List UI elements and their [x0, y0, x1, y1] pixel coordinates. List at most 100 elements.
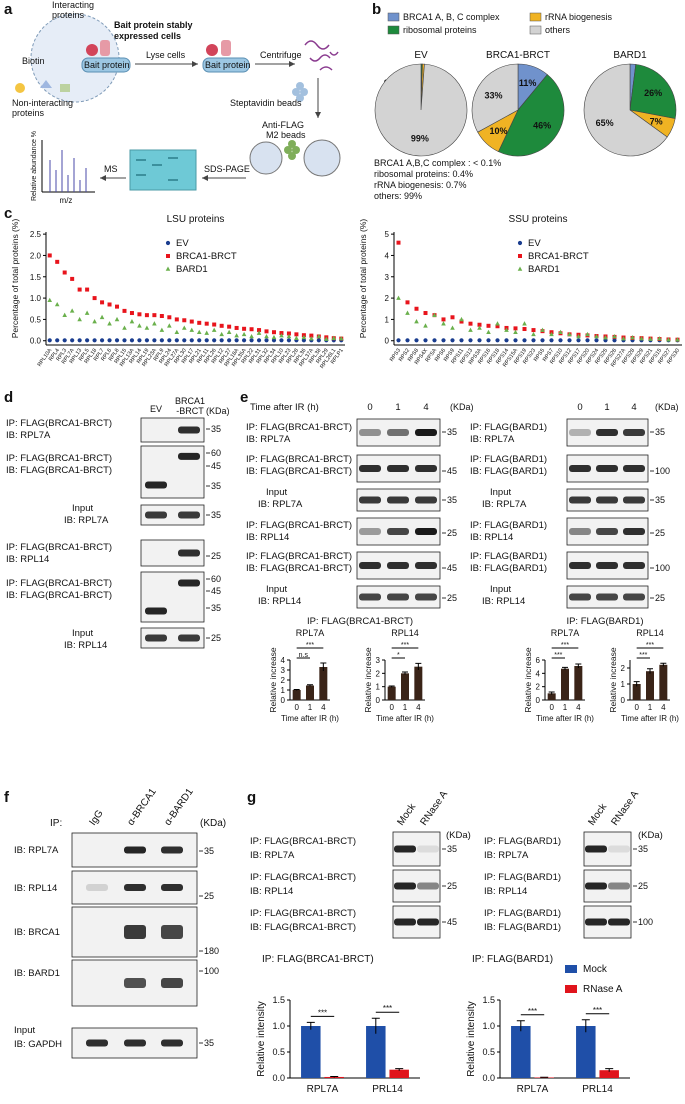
non-interactor — [40, 80, 52, 88]
band — [569, 429, 591, 436]
point — [486, 329, 491, 335]
bar — [574, 666, 583, 700]
point — [264, 338, 269, 343]
legend-label: ribosomal proteins — [403, 25, 477, 35]
legend-label: rRNA biogenesis — [545, 12, 613, 22]
band — [596, 562, 618, 569]
band — [623, 496, 645, 504]
lane-label: Mock — [586, 801, 609, 828]
x-axis-label: Time after IR (h) — [376, 714, 434, 723]
lane-label: 4 — [631, 402, 636, 413]
blot-label: IB: RPL14 — [470, 532, 513, 543]
legend-marker — [518, 254, 522, 258]
significance-label: *** — [646, 642, 654, 649]
x-tick-label: 4 — [576, 703, 581, 712]
significance-label: *** — [528, 1007, 537, 1016]
label: Steptavidin beads — [230, 98, 302, 108]
pie-title: BARD1 — [613, 50, 647, 61]
legend-label: Mock — [583, 964, 608, 975]
lane-label: 0 — [577, 402, 582, 413]
peptides — [304, 40, 339, 71]
lane-label: 0 — [367, 402, 372, 413]
y-axis-label: Relative increase — [363, 647, 373, 712]
blot-label: IP: FLAG(BARD1) — [484, 872, 561, 883]
panel-label: c — [4, 205, 12, 222]
marker-label: 25 — [655, 593, 665, 603]
point — [85, 338, 90, 343]
y-tick-label: 1.5 — [482, 995, 495, 1005]
bead — [288, 152, 296, 160]
bead — [296, 82, 304, 90]
pie-title: EV — [414, 50, 428, 61]
point — [219, 323, 224, 328]
y-tick-label: 0.5 — [30, 315, 42, 324]
note: rRNA biogenesis: 0.7% — [374, 180, 467, 190]
y-tick-label: 1.0 — [30, 294, 42, 303]
point — [495, 324, 500, 329]
band — [417, 845, 439, 853]
point — [522, 327, 527, 332]
band — [178, 511, 200, 519]
point — [234, 333, 239, 338]
legend-swatch — [565, 985, 577, 993]
point — [648, 336, 653, 341]
y-tick-label: 1 — [621, 680, 626, 689]
point — [182, 338, 187, 343]
blot-label: IB: RPL7A — [470, 434, 515, 445]
point — [144, 325, 150, 330]
band — [387, 496, 409, 504]
blot-label: IB: RPL14 — [258, 596, 301, 607]
point — [558, 338, 563, 343]
point — [249, 333, 254, 339]
band — [359, 429, 381, 436]
y-tick-label: 6 — [536, 656, 541, 665]
point — [271, 338, 277, 343]
point — [405, 300, 410, 305]
blot-label: IB: BARD1 — [14, 968, 60, 979]
x-axis-label: Time after IR (h) — [536, 714, 594, 723]
bar — [632, 684, 641, 700]
marker-label: 25 — [204, 891, 214, 901]
m2-bead-complex — [303, 139, 341, 177]
point — [576, 338, 581, 343]
x-tick-label: 1 — [563, 703, 568, 712]
chart-title: RPL14 — [391, 628, 419, 638]
y-tick-label: 0 — [281, 696, 286, 705]
lane-label: RNase A — [609, 789, 641, 828]
x-tick-label: 0 — [549, 703, 554, 712]
legend-marker — [165, 266, 171, 271]
panel-label: a — [4, 1, 13, 18]
point — [152, 313, 157, 318]
blot-label: IB: RPL14 — [14, 883, 57, 894]
y-tick-label: 0 — [536, 696, 541, 705]
blot-label: IB: RPL7A — [482, 499, 527, 510]
point — [107, 321, 112, 326]
point — [234, 325, 239, 330]
point — [450, 315, 455, 320]
error-bar — [516, 1020, 525, 1032]
bar — [646, 671, 654, 700]
point — [137, 323, 142, 328]
bar — [414, 666, 423, 700]
point — [137, 312, 142, 317]
group-title: IP: FLAG(BARD1) — [566, 616, 643, 627]
x-tick-label: 0 — [634, 703, 639, 712]
marker-label: 35 — [447, 495, 457, 505]
point — [495, 338, 500, 343]
y-axis-label: Relative increase — [268, 647, 278, 712]
point — [468, 327, 473, 332]
marker-label: 45 — [447, 917, 457, 927]
point — [331, 335, 337, 340]
legend-swatch — [387, 12, 400, 22]
label: Bait protein — [84, 60, 130, 70]
interactor — [86, 44, 98, 56]
point — [77, 287, 82, 292]
point — [432, 312, 437, 317]
point — [226, 329, 232, 335]
y-axis-label: Relative intensity — [466, 1001, 477, 1077]
y-axis-label: Relative intensity — [256, 1001, 267, 1077]
bait-protein — [81, 57, 131, 73]
point — [204, 330, 210, 335]
band — [161, 846, 183, 854]
pie-title: BRCA1-BRCT — [486, 50, 550, 61]
